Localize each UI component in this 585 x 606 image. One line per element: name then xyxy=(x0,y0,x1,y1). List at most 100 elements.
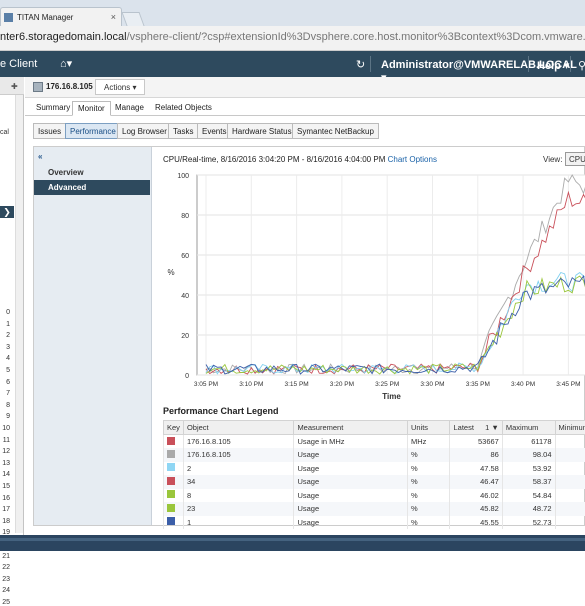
view-select[interactable]: CPU xyxy=(565,152,585,166)
nav-number[interactable]: 17 xyxy=(0,506,10,513)
bottom-stripe xyxy=(0,538,585,541)
subtab-performance[interactable]: Performance xyxy=(65,123,121,139)
legend-cell-latest: 53667 xyxy=(450,435,502,449)
nav-number[interactable]: 4 xyxy=(0,355,10,362)
latest-label: Latest xyxy=(453,423,473,432)
navigator-scrollbar[interactable] xyxy=(15,95,23,533)
performance-side-menu: « Overview Advanced xyxy=(34,147,152,525)
tab-monitor[interactable]: Monitor xyxy=(72,101,111,116)
nav-number[interactable]: 12 xyxy=(0,448,10,455)
legend-swatch xyxy=(167,477,175,485)
new-tab-button[interactable] xyxy=(121,12,144,26)
nav-number[interactable]: 14 xyxy=(0,471,10,478)
nav-number[interactable]: 22 xyxy=(0,564,10,571)
tab-manage[interactable]: Manage xyxy=(110,101,149,116)
legend-cell-measurement: Usage xyxy=(294,489,408,503)
legend-cell-object: 2 xyxy=(183,462,294,476)
browser-tab-title: TITAN Manager xyxy=(17,13,111,22)
monitor-subtabs: Issues Performance Log Browser Tasks Eve… xyxy=(33,123,585,140)
refresh-icon[interactable]: ↻ xyxy=(356,58,365,71)
column-header-minimum[interactable]: Minimum xyxy=(555,421,585,435)
close-tab-icon[interactable]: × xyxy=(111,12,116,22)
tab-summary[interactable]: Summary xyxy=(31,101,75,116)
legend-swatch xyxy=(167,437,175,445)
home-icon[interactable]: ⌂▾ xyxy=(60,57,72,70)
nav-number[interactable]: 15 xyxy=(0,483,10,490)
tab-related-objects[interactable]: Related Objects xyxy=(150,101,217,116)
column-header-maximum[interactable]: Maximum xyxy=(502,421,555,435)
column-header-object[interactable]: Object xyxy=(183,421,294,435)
nav-number[interactable]: 0 xyxy=(0,309,10,316)
nav-number[interactable]: 25 xyxy=(0,599,10,606)
legend-cell-maximum: 98.04 xyxy=(502,448,555,462)
url-text[interactable]: nter6.storagedomain.local/vsphere-client… xyxy=(0,31,585,46)
nav-number[interactable]: 9 xyxy=(0,413,10,420)
content-gutter xyxy=(25,116,33,526)
host-icon xyxy=(33,82,43,92)
subtab-hardware-status[interactable]: Hardware Status xyxy=(227,123,297,139)
performance-panel: « Overview Advanced CPU/Real-time, 8/16/… xyxy=(33,146,585,526)
column-header-units[interactable]: Units xyxy=(407,421,450,435)
legend-cell-maximum: 54.84 xyxy=(502,489,555,503)
header-divider xyxy=(528,56,529,72)
nav-number[interactable]: 8 xyxy=(0,402,10,409)
nav-number[interactable]: 6 xyxy=(0,379,10,386)
address-bar[interactable]: nter6.storagedomain.local/vsphere-client… xyxy=(0,26,585,51)
search-icon[interactable]: ⚲ xyxy=(578,59,585,72)
legend-cell-units: MHz xyxy=(407,435,450,449)
nav-number[interactable]: 7 xyxy=(0,390,10,397)
chart-options-link[interactable]: Chart Options xyxy=(388,155,437,164)
nav-number[interactable]: 21 xyxy=(0,553,10,560)
legend-swatch xyxy=(167,504,175,512)
x-axis-label: Time xyxy=(382,392,401,401)
nav-number[interactable]: 1 xyxy=(0,321,10,328)
x-tick-label: 3:20 PM xyxy=(330,381,354,388)
x-tick-label: 3:25 PM xyxy=(375,381,399,388)
column-header-latest[interactable]: Latest 1 ▼ xyxy=(450,421,502,435)
chart-title: CPU/Real-time, 8/16/2016 3:04:20 PM - 8/… xyxy=(163,155,437,164)
legend-swatch xyxy=(167,490,175,498)
nav-number[interactable]: 10 xyxy=(0,425,10,432)
product-title: e Client xyxy=(0,58,37,70)
legend-swatch xyxy=(167,517,175,525)
nav-number[interactable]: 2 xyxy=(0,332,10,339)
nav-number[interactable]: 18 xyxy=(0,518,10,525)
expand-arrow-icon[interactable]: ❯ xyxy=(0,206,14,218)
nav-number[interactable]: 24 xyxy=(0,587,10,594)
column-header-measurement[interactable]: Measurement xyxy=(294,421,408,435)
legend-cell-measurement: Usage xyxy=(294,502,408,516)
nav-number[interactable]: 5 xyxy=(0,367,10,374)
legend-cell-units: % xyxy=(407,502,450,516)
legend-cell-measurement: Usage xyxy=(294,462,408,476)
subtab-symantec-netbackup[interactable]: Symantec NetBackup xyxy=(292,123,379,139)
browser-tab[interactable]: TITAN Manager × xyxy=(0,7,122,26)
help-menu[interactable]: Help ▾ xyxy=(537,59,569,72)
pin-icon[interactable]: ✚ xyxy=(11,82,18,91)
actions-menu[interactable]: Actions ▾ xyxy=(95,79,145,95)
legend-cell-minimum xyxy=(555,489,585,503)
menu-overview[interactable]: Overview xyxy=(34,165,150,180)
nav-number[interactable]: 13 xyxy=(0,460,10,467)
x-tick-label: 3:35 PM xyxy=(466,381,490,388)
legend-cell-object: 8 xyxy=(183,489,294,503)
legend-cell-object: 176.16.8.105 xyxy=(183,448,294,462)
menu-advanced[interactable]: Advanced xyxy=(34,180,150,195)
nav-number[interactable]: 23 xyxy=(0,576,10,583)
nav-number[interactable]: 11 xyxy=(0,437,10,444)
subtab-log-browser[interactable]: Log Browser xyxy=(117,123,172,139)
nav-number[interactable]: 3 xyxy=(0,344,10,351)
subtab-tasks[interactable]: Tasks xyxy=(168,123,198,139)
column-header-key[interactable]: Key xyxy=(164,421,184,435)
subtab-issues[interactable]: Issues xyxy=(33,123,66,139)
legend-cell-units: % xyxy=(407,462,450,476)
nav-number[interactable]: 16 xyxy=(0,495,10,502)
collapse-icon[interactable]: « xyxy=(38,152,42,161)
